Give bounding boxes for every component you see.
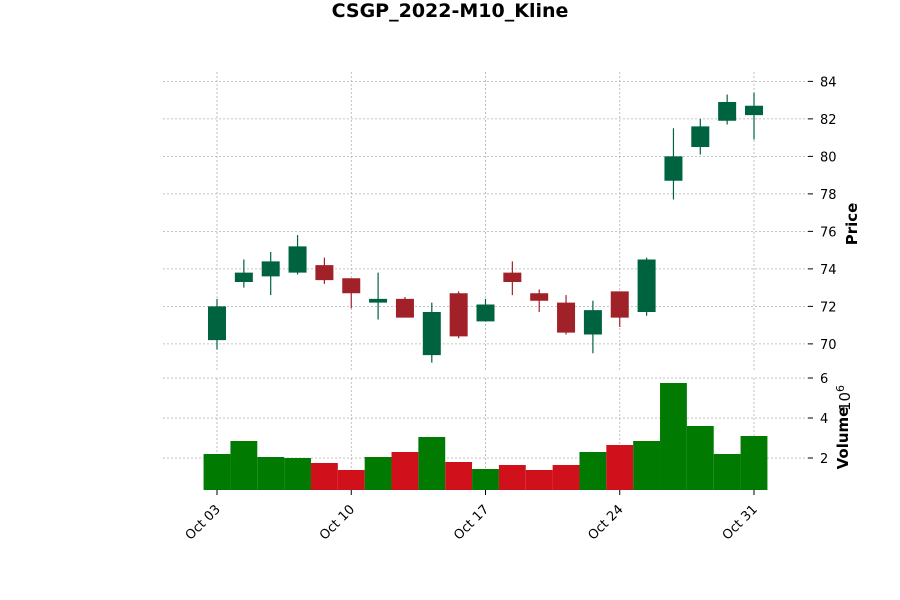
price-tick-label: 76 — [820, 225, 837, 240]
price-tick-label: 78 — [820, 188, 837, 203]
x-tick-label: Oct 24 — [585, 502, 626, 543]
volume-bar — [740, 436, 768, 490]
price-axis-label: Price — [843, 203, 861, 246]
price-tick-label: 70 — [820, 338, 837, 353]
volume-bar — [579, 452, 607, 490]
candle-body — [288, 246, 307, 273]
candle-body — [422, 312, 441, 356]
candle-body — [315, 265, 334, 281]
volume-bar — [633, 441, 661, 490]
x-tick-label: Oct 10 — [317, 502, 358, 543]
x-tick-label: Oct 31 — [720, 502, 761, 543]
volume-bar — [230, 441, 258, 490]
volume-bar — [257, 457, 285, 490]
candle-body — [637, 259, 656, 312]
volume-tick-label: 4 — [820, 412, 828, 427]
candle-body — [610, 291, 629, 318]
volume-bar — [310, 463, 338, 490]
chart-title: CSGP_2022-M10_Kline — [332, 0, 569, 22]
volume-bar — [525, 470, 553, 490]
candle-body — [476, 304, 495, 322]
candle-body — [745, 105, 763, 116]
volume-bar — [418, 437, 446, 490]
volume-bar — [445, 462, 473, 490]
price-panel: 70 72 74 76 78 80 82 84 — [163, 72, 837, 372]
price-tick-label: 72 — [820, 300, 837, 315]
volume-multiplier: 106 — [834, 385, 854, 411]
volume-bar — [660, 383, 687, 490]
price-tick-label: 84 — [820, 75, 837, 90]
volume-bar — [472, 469, 499, 490]
candle-body — [583, 310, 602, 335]
volume-tick-label: 6 — [820, 372, 828, 387]
candle-body — [342, 278, 361, 294]
candle-body — [369, 298, 388, 303]
volume-multiplier-exponent: 6 — [834, 385, 847, 392]
volume-axis-label: Volume — [834, 407, 852, 470]
candle-body — [530, 293, 549, 301]
price-tick-label: 80 — [820, 150, 837, 165]
candle-body — [664, 156, 683, 181]
price-tick-label: 82 — [820, 113, 837, 128]
x-tick-label: Oct 03 — [183, 502, 224, 543]
volume-bar — [713, 454, 741, 490]
volume-tick-label: 2 — [820, 452, 828, 467]
x-axis: Oct 03 Oct 10 Oct 17 Oct 24 Oct 31 — [183, 490, 761, 543]
candle-body — [261, 261, 280, 277]
x-tick-label: Oct 17 — [451, 502, 492, 543]
candle-body — [718, 102, 737, 121]
candle-body — [449, 293, 468, 337]
volume-multiplier-base: 10 — [836, 392, 854, 411]
volume-bar — [284, 458, 311, 490]
candle-body — [208, 306, 226, 341]
candle-body — [691, 126, 710, 147]
candle-body — [234, 272, 253, 282]
price-tick-label: 74 — [820, 263, 837, 278]
volume-bar — [606, 445, 634, 490]
volume-bar — [364, 457, 392, 490]
volume-bar — [391, 452, 419, 490]
candle-body — [395, 298, 414, 318]
volume-bar — [686, 426, 714, 490]
volume-bar — [552, 465, 580, 490]
volume-bar — [337, 470, 365, 490]
volume-bar — [203, 454, 231, 490]
volume-label-text: Volume — [834, 407, 852, 470]
volume-bar — [498, 465, 526, 490]
candle-body — [557, 302, 576, 333]
volume-panel: 2 4 6 — [163, 372, 828, 490]
candle-body — [503, 272, 522, 282]
